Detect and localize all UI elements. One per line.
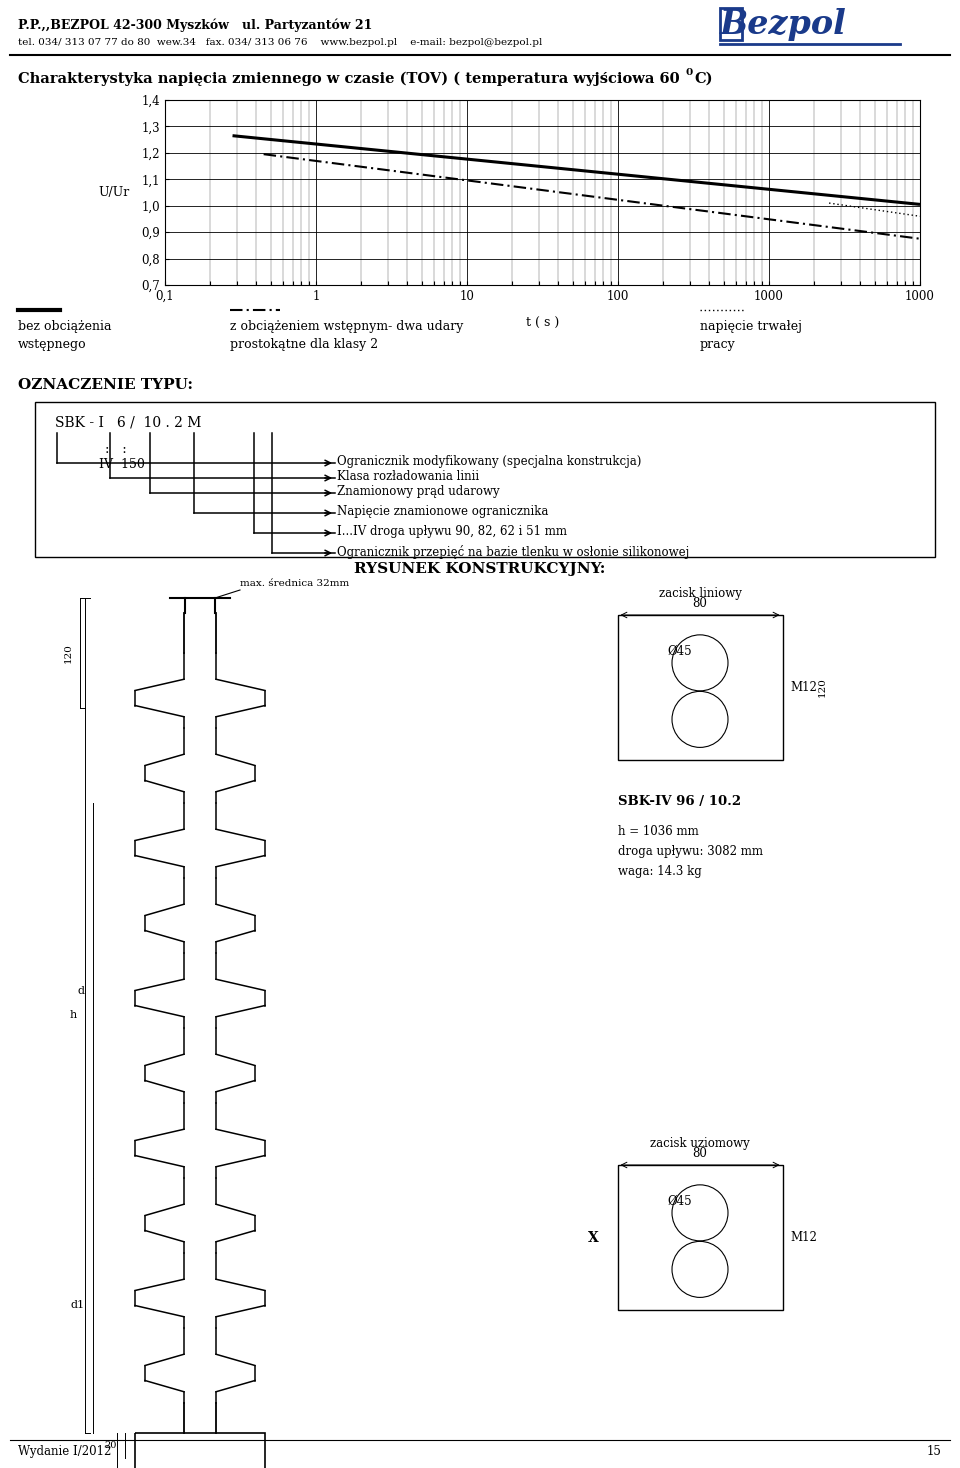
Text: 15: 15 [927, 1445, 942, 1458]
Text: OZNACZENIE TYPU:: OZNACZENIE TYPU: [18, 377, 193, 392]
Text: Bezpol: Bezpol [720, 7, 847, 41]
Text: pracy: pracy [700, 338, 735, 351]
Text: d: d [78, 985, 85, 995]
Bar [617, 1166, 782, 1309]
Text: M12: M12 [790, 1232, 817, 1243]
Bar [720, 7, 742, 40]
Text: droga upływu: 3082 mm: droga upływu: 3082 mm [617, 846, 762, 857]
Text: t ( s ): t ( s ) [526, 317, 559, 330]
Text: waga: 14.3 kg: waga: 14.3 kg [617, 865, 701, 878]
Text: bez obciążenia: bez obciążenia [18, 320, 111, 333]
Text: prostokątne dla klasy 2: prostokątne dla klasy 2 [230, 338, 378, 351]
Text: wstępnego: wstępnego [18, 338, 86, 351]
Text: 80: 80 [692, 597, 708, 611]
Text: Ø45: Ø45 [668, 644, 692, 658]
Text: 120: 120 [63, 643, 73, 664]
Text: max. średnica 32mm: max. średnica 32mm [240, 578, 349, 589]
Text: 0: 0 [686, 68, 693, 76]
Text: Znamionowy prąd udarowy: Znamionowy prąd udarowy [337, 484, 499, 498]
Text: 80: 80 [692, 1147, 708, 1160]
Text: Ogranicznik modyfikowany (specjalna konstrukcja): Ogranicznik modyfikowany (specjalna kons… [337, 455, 641, 468]
Text: SBK - I   6 /  10 . 2 M: SBK - I 6 / 10 . 2 M [55, 415, 202, 429]
Text: napięcie trwałej: napięcie trwałej [700, 320, 802, 333]
Text: h = 1036 mm: h = 1036 mm [617, 825, 698, 838]
Bar [135, 1433, 265, 1468]
Text: Ø45: Ø45 [668, 1195, 692, 1208]
Text: zacisk liniowy: zacisk liniowy [659, 587, 741, 600]
Text: IV  150: IV 150 [99, 458, 145, 471]
Text: 120: 120 [818, 678, 827, 697]
Text: d1: d1 [71, 1301, 85, 1311]
Text: Charakterystyka napięcia zmiennego w czasie (TOV) ( temperatura wyjściowa 60: Charakterystyka napięcia zmiennego w cza… [18, 72, 680, 87]
Y-axis label: U/Ur: U/Ur [98, 186, 130, 200]
Bar [617, 615, 782, 760]
Text: Klasa rozładowania linii: Klasa rozładowania linii [337, 470, 479, 483]
Text: h: h [70, 1010, 77, 1020]
Bar [35, 402, 935, 556]
Text: Wydanie I/2012: Wydanie I/2012 [18, 1445, 111, 1458]
Text: :   :: : : [105, 443, 127, 457]
Text: z obciążeniem wstępnym- dwa udary: z obciążeniem wstępnym- dwa udary [230, 320, 464, 333]
Text: I...IV droga upływu 90, 82, 62 i 51 mm: I...IV droga upływu 90, 82, 62 i 51 mm [337, 526, 567, 537]
Text: C): C) [694, 72, 712, 87]
Text: Ogranicznik przepięć na bazie tlenku w osłonie silikonowej: Ogranicznik przepięć na bazie tlenku w o… [337, 545, 689, 559]
Text: SBK-IV 96 / 10.2: SBK-IV 96 / 10.2 [617, 796, 740, 807]
Text: X: X [588, 1230, 598, 1245]
Text: tel. 034/ 313 07 77 do 80  wew.34   fax. 034/ 313 06 76    www.bezpol.pl    e-ma: tel. 034/ 313 07 77 do 80 wew.34 fax. 03… [18, 38, 542, 47]
Text: Napięcie znamionowe ogranicznika: Napięcie znamionowe ogranicznika [337, 505, 548, 518]
Text: 20: 20 [105, 1440, 117, 1449]
Text: zacisk uziomowy: zacisk uziomowy [650, 1138, 750, 1149]
Text: M12: M12 [790, 681, 817, 694]
Text: P.P.,,BEZPOL 42-300 Myszków   ul. Partyzantów 21: P.P.,,BEZPOL 42-300 Myszków ul. Partyzan… [18, 18, 372, 31]
Text: RYSUNEK KONSTRUKCYJNY:: RYSUNEK KONSTRUKCYJNY: [354, 562, 606, 575]
